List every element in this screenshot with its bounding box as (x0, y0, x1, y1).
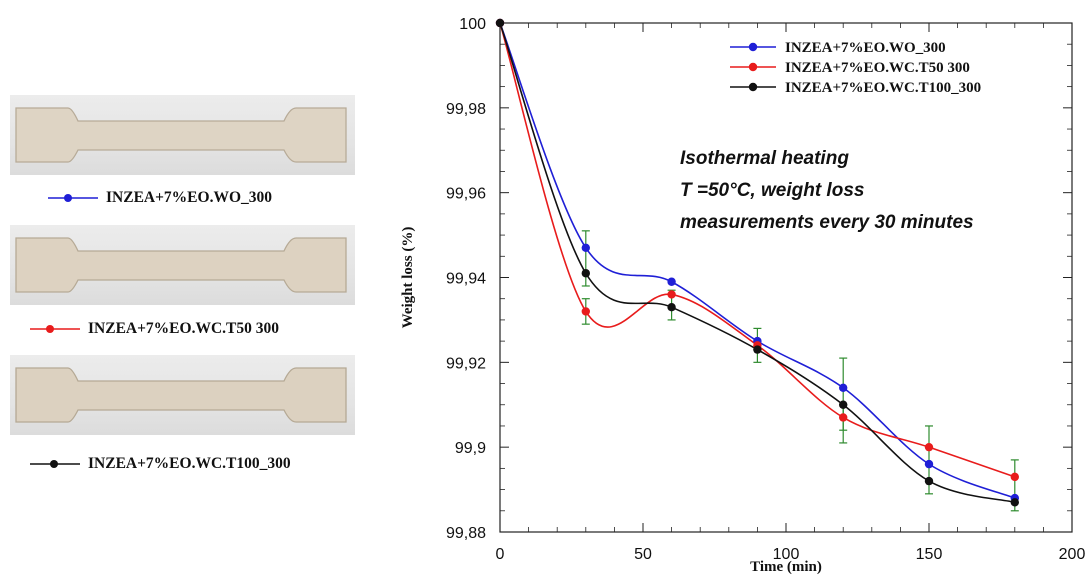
y-tick-label: 99,98 (446, 101, 486, 118)
x-tick-label: 150 (916, 546, 943, 563)
series-point-0 (924, 459, 934, 469)
dogbone-specimen-image (15, 107, 347, 163)
weight-loss-chart: 0 50 100 150 200 99,88 99,9 99,92 99,94 99,96 99,9… (382, 0, 1090, 576)
series-point-1 (667, 290, 676, 299)
legend-marker-blue-icon (48, 194, 98, 202)
series-point-1 (924, 442, 934, 452)
legend-label-wo: INZEA+7%EO.WO_300 (106, 189, 273, 206)
series-point-0 (839, 383, 848, 392)
y-axis-label: Weight loss (%) (400, 227, 416, 329)
y-tick-label: 99,88 (446, 525, 486, 542)
specimen-photo-t100 (10, 355, 355, 435)
series-point-2 (753, 345, 762, 354)
legend-label-t50: INZEA+7%EO.WC.T50 300 (88, 320, 279, 337)
series-point-2 (924, 476, 934, 486)
series-point-1 (1010, 472, 1019, 482)
series-point-2 (839, 400, 848, 409)
legend-label-t100: INZEA+7%EO.WC.T100_300 (88, 455, 291, 472)
legend-label-2: INZEA+7%EO.WC.T100_300 (785, 80, 981, 96)
specimen-panel: INZEA+7%EO.WO_300 INZEA+7%EO.WC.T50 300 … (0, 0, 380, 576)
annotation-line-2: measurements every 30 minutes (680, 212, 974, 233)
specimen-photo-wo (10, 95, 355, 175)
legend-marker-2 (748, 82, 758, 92)
legend-item-t50: INZEA+7%EO.WC.T50 300 (30, 320, 279, 338)
y-tick-label: 99,94 (446, 271, 486, 288)
x-tick-label: 50 (634, 546, 652, 563)
series-point-2 (667, 302, 676, 312)
x-tick-label: 100 (773, 546, 800, 563)
y-tick-label: 99,96 (446, 186, 486, 203)
series-line-1 (499, 22, 1016, 478)
series-point-2 (1010, 498, 1019, 507)
series-point-0 (667, 277, 676, 286)
x-tick-label: 200 (1059, 546, 1086, 563)
annotation-line-0: Isothermal heating (680, 148, 849, 169)
legend-marker-red-icon (30, 325, 80, 333)
x-axis-label: Time (min) (750, 559, 822, 575)
legend-marker-1 (748, 62, 758, 72)
series-line-0 (499, 22, 1016, 499)
specimen-photo-t50 (10, 225, 355, 305)
series-point-2 (495, 18, 505, 28)
dogbone-specimen-image (15, 367, 347, 423)
legend-marker-black-icon (30, 460, 80, 468)
series-point-0 (581, 243, 590, 253)
series-line-2 (499, 22, 1015, 504)
legend-item-wo: INZEA+7%EO.WO_300 (48, 189, 272, 207)
series-point-1 (581, 307, 590, 316)
legend-marker-0 (748, 42, 758, 52)
y-tick-label: 99,92 (446, 355, 486, 372)
dogbone-specimen-image (15, 237, 347, 293)
series-point-1 (839, 413, 848, 422)
legend-label-1: INZEA+7%EO.WC.T50 300 (785, 60, 970, 76)
x-tick-label: 0 (496, 546, 505, 563)
annotation-line-1: T =50°C, weight loss (680, 180, 864, 201)
legend-label-0: INZEA+7%EO.WO_300 (785, 40, 946, 56)
series-point-2 (581, 269, 590, 278)
y-tick-label: 99,9 (455, 440, 486, 457)
legend-item-t100: INZEA+7%EO.WC.T100_300 (30, 455, 291, 473)
y-tick-label: 100 (459, 16, 486, 33)
chart-svg: 0 50 100 150 200 99,88 99,9 99,92 99,94 99,96 99,9… (400, 16, 1086, 575)
